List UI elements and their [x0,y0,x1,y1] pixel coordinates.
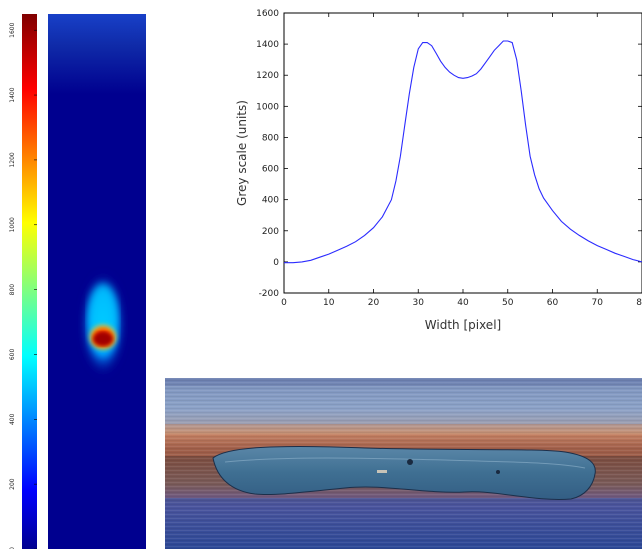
weld-micrograph [165,378,642,549]
x-tick-label: 40 [457,298,469,308]
x-axis-ticks: 0 10 20 30 40 50 60 70 80 [281,13,642,308]
y-tick-label: 1400 [256,40,279,50]
colorbar-tick-label: 0 [9,547,16,549]
micrograph-artifact [377,470,387,473]
y-tick-label: 1200 [256,71,279,81]
colorbar-tick-label: 800 [9,284,16,296]
x-tick-label: 80 [636,298,642,308]
y-tick-label: 1000 [256,102,279,112]
y-axis-label: Grey scale (units) [235,100,249,206]
x-tick-label: 50 [502,298,514,308]
colorbar-ticks: 0 200 400 600 800 1000 1200 1400 1600 [9,22,37,549]
y-tick-label: 400 [262,196,279,206]
plot-area [283,12,642,294]
heatmap-core [93,332,113,346]
colorbar-tick-label: 1000 [9,217,16,232]
x-tick-label: 60 [547,298,559,308]
weld-pore [407,459,413,465]
colorbar-tick-label: 1200 [9,152,16,167]
x-tick-label: 70 [592,298,604,308]
weld-fusion-line [224,457,586,469]
weld-bead [212,445,596,500]
y-tick-label: 200 [262,227,279,237]
colorbar-tick-label: 1400 [9,87,16,102]
thermal-heatmap [48,14,146,549]
x-tick-label: 20 [368,298,380,308]
y-tick-label: 600 [262,165,279,175]
colorbar-tick-label: 200 [9,478,16,490]
y-tick-label: 1600 [256,9,279,19]
colorbar-tick-label: 600 [9,349,16,361]
colorbar-gradient [22,14,37,549]
x-tick-label: 0 [281,298,287,308]
profile-series-line [284,40,642,264]
x-tick-label: 10 [323,298,335,308]
y-tick-label: 0 [273,258,279,268]
y-tick-label: 800 [262,133,279,143]
x-tick-label: 30 [413,298,425,308]
colorbar-tick-label: 1600 [9,22,16,37]
colorbar-tick-label: 400 [9,413,16,425]
y-tick-label: -200 [259,289,280,299]
weld-pore [496,470,500,474]
colorbar: 0 200 400 600 800 1000 1200 1400 1600 [9,14,37,549]
x-axis-label: Width [pixel] [425,318,501,332]
